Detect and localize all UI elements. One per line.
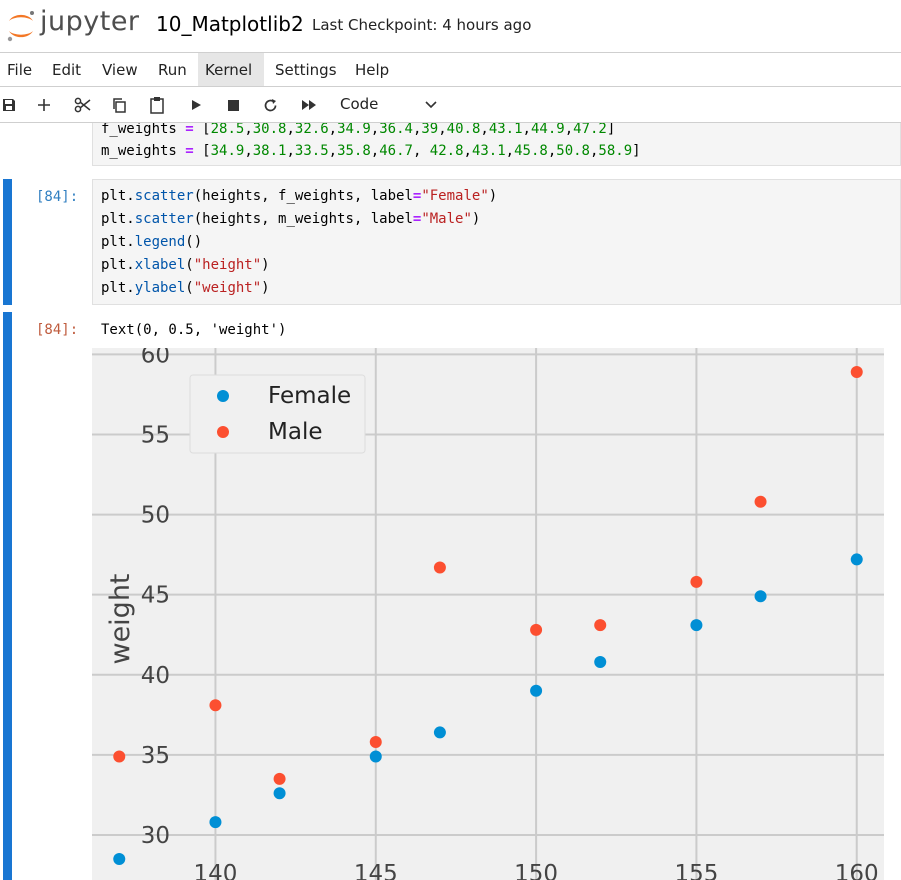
- scatter-point-male: [273, 772, 286, 785]
- stop-icon[interactable]: [223, 87, 243, 123]
- code-line: plt.xlabel("height"): [101, 254, 270, 276]
- cut-icon[interactable]: [72, 87, 94, 123]
- toolbar: Code: [0, 87, 901, 123]
- y-tick-label: 50: [141, 503, 170, 529]
- copy-icon[interactable]: [108, 87, 130, 123]
- y-tick-label: 40: [141, 663, 170, 689]
- y-axis-label: weight: [105, 573, 136, 664]
- notebook-panel: f_weights = [28.5,30.8,32.6,34.9,36.4,39…: [0, 123, 901, 880]
- code-line: m_weights = [34.9,38.1,33.5,35.8,46.7, 4…: [101, 140, 641, 162]
- output-text: Text(0, 0.5, 'weight'): [101, 322, 287, 338]
- legend-label-female: Female: [268, 383, 351, 409]
- x-tick-label: 145: [354, 861, 398, 880]
- scatter-point-male: [369, 736, 382, 749]
- scatter-point-female: [433, 726, 446, 739]
- legend-box: [189, 374, 366, 454]
- menu-edit[interactable]: Edit: [52, 61, 82, 79]
- app-header: jupyter 10_Matplotlib2 Last Checkpoint: …: [0, 0, 901, 52]
- notebook-title[interactable]: 10_Matplotlib2: [156, 12, 304, 36]
- code-line-text: plt.ylabel("weight"): [101, 280, 270, 296]
- scatter-point-female: [209, 816, 222, 829]
- code-line: plt.legend(): [101, 231, 202, 253]
- scatter-point-female: [754, 590, 767, 603]
- legend-marker-male: [217, 426, 229, 438]
- output-prompt: [84]:: [36, 322, 79, 338]
- code-cell[interactable]: plt.scatter(heights, f_weights, label="F…: [92, 179, 901, 305]
- menu-run[interactable]: Run: [158, 61, 187, 79]
- code-line: plt.scatter(heights, m_weights, label="M…: [101, 208, 480, 230]
- scatter-point-male: [754, 495, 767, 508]
- menu-settings[interactable]: Settings: [275, 61, 337, 79]
- checkpoint-status: Last Checkpoint: 4 hours ago: [312, 16, 532, 34]
- paste-icon[interactable]: [146, 87, 168, 123]
- save-icon[interactable]: [0, 87, 18, 123]
- scatter-point-female: [530, 684, 543, 697]
- code-line: plt.scatter(heights, f_weights, label="F…: [101, 185, 497, 207]
- cell-type-select[interactable]: Code: [340, 95, 379, 113]
- x-tick-label: 150: [514, 861, 558, 880]
- scatter-point-female: [850, 553, 863, 566]
- add-cell-icon[interactable]: [34, 87, 54, 123]
- menu-file[interactable]: File: [7, 61, 33, 79]
- scatter-point-male: [850, 366, 863, 379]
- y-tick-label: 45: [141, 583, 170, 609]
- code-line: plt.ylabel("weight"): [101, 277, 270, 299]
- code-line-text: plt.scatter(heights, f_weights, label="F…: [101, 188, 498, 204]
- output-indicator: [3, 312, 12, 880]
- menu-help[interactable]: Help: [355, 61, 390, 79]
- chevron-down-icon[interactable]: [424, 95, 438, 117]
- code-line-text: f_weights = [28.5,30.8,32.6,34.9,36.4,39…: [101, 123, 616, 137]
- jupyter-logo-icon[interactable]: [6, 9, 36, 47]
- menubar: File Edit View Run Kernel Settings Help: [0, 52, 901, 87]
- run-icon[interactable]: [186, 87, 206, 123]
- x-tick-label: 140: [193, 861, 237, 880]
- scatter-point-female: [369, 750, 382, 763]
- scatter-point-male: [594, 619, 607, 632]
- fast-forward-icon[interactable]: [297, 87, 321, 123]
- x-tick-label: 155: [674, 861, 718, 880]
- legend: Female Male: [189, 374, 366, 454]
- code-line-text: m_weights = [34.9,38.1,33.5,35.8,46.7, 4…: [101, 143, 641, 159]
- menu-kernel[interactable]: Kernel: [198, 53, 264, 86]
- y-tick-label: 30: [141, 823, 170, 849]
- scatter-point-male: [690, 575, 703, 588]
- menu-view[interactable]: View: [102, 61, 138, 79]
- scatter-point-female: [273, 787, 286, 800]
- legend-marker-female: [217, 390, 229, 402]
- x-tick-label: 160: [835, 861, 879, 880]
- scatter-point-female: [113, 852, 126, 865]
- scatter-chart: 140 145 150 155 160 30 35 40 45 50 55 60 weight Fem…: [92, 348, 884, 880]
- code-line-text: plt.scatter(heights, m_weights, label="M…: [101, 211, 481, 227]
- code-cell[interactable]: f_weights = [28.5,30.8,32.6,34.9,36.4,39…: [92, 123, 901, 166]
- restart-icon[interactable]: [259, 87, 281, 123]
- input-prompt: [84]:: [36, 189, 79, 205]
- y-tick-label: 55: [141, 422, 170, 448]
- code-line-text: plt.xlabel("height"): [101, 257, 270, 273]
- active-cell-indicator: [3, 179, 12, 305]
- jupyter-logo-text: jupyter: [40, 6, 140, 37]
- y-tick-label: 60: [141, 348, 170, 368]
- scatter-point-female: [594, 655, 607, 668]
- scatter-point-male: [530, 623, 543, 636]
- code-line: f_weights = [28.5,30.8,32.6,34.9,36.4,39…: [101, 123, 615, 140]
- scatter-point-male: [209, 699, 222, 712]
- scatter-point-female: [690, 619, 703, 632]
- scatter-point-male: [113, 750, 126, 763]
- code-line-text: plt.legend(): [101, 234, 203, 250]
- legend-label-male: Male: [268, 419, 322, 445]
- y-tick-label: 35: [141, 743, 170, 769]
- scatter-point-male: [433, 561, 446, 574]
